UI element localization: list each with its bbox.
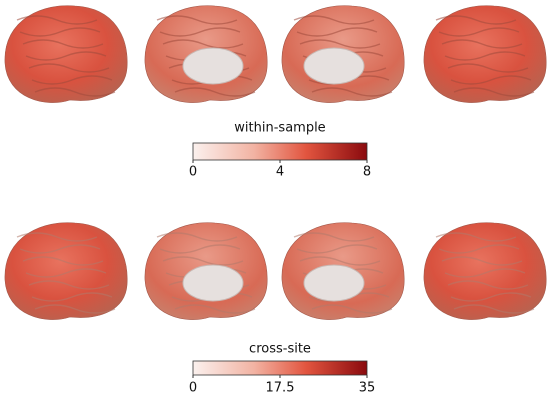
colorbar	[193, 361, 367, 375]
brain	[145, 6, 267, 103]
colorbar	[193, 143, 367, 160]
brain-medial-wall	[183, 265, 243, 301]
colorbar-label: within-sample	[234, 121, 325, 136]
brain	[5, 223, 127, 320]
brain-medial-wall	[304, 265, 364, 301]
figure: within-sample 0 4 8 cross-site 0 17.5 35	[0, 0, 549, 402]
brain-surface	[424, 223, 546, 320]
colorbar-tick-label: 17.5	[266, 381, 295, 396]
colorbar-tick-label: 4	[276, 165, 284, 180]
brain-renderings	[5, 6, 546, 320]
colorbar-label: cross-site	[249, 342, 311, 357]
brain-medial-wall	[304, 48, 364, 84]
brain	[282, 223, 404, 320]
brain	[282, 6, 404, 103]
brain	[5, 6, 127, 103]
colorbar-tick-label: 8	[363, 165, 371, 180]
brain	[424, 6, 546, 103]
colorbar-tick-label: 0	[189, 381, 197, 396]
brain-surface	[424, 6, 546, 103]
brain-surface	[5, 6, 127, 103]
brain-medial-wall	[183, 48, 243, 84]
colorbar-tick-label: 35	[359, 381, 376, 396]
brain-surface	[5, 223, 127, 320]
brain	[145, 223, 267, 320]
colorbar-tick-label: 0	[189, 165, 197, 180]
brain	[424, 223, 546, 320]
